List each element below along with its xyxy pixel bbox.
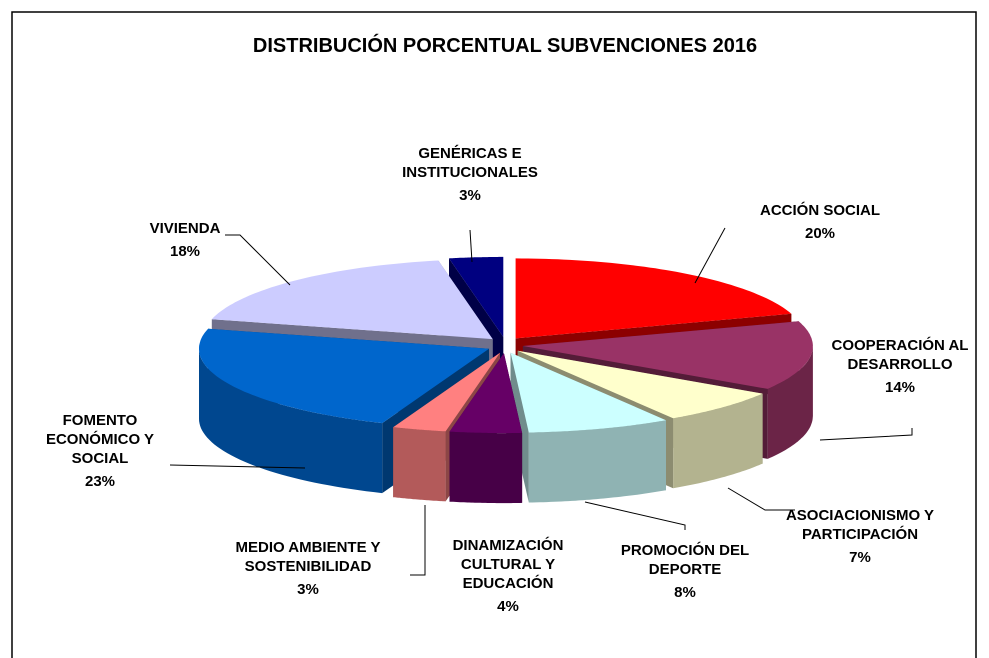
slice-wall xyxy=(393,427,446,502)
data-label: PROMOCIÓN DEL DEPORTE xyxy=(621,541,749,578)
label-line: ACCIÓN SOCIAL xyxy=(760,201,880,219)
label-line: PROMOCIÓN DEL xyxy=(621,541,749,559)
slice-wall xyxy=(673,393,763,489)
slice-top xyxy=(199,328,489,424)
data-label: VIVIENDA xyxy=(150,220,221,237)
leader-line xyxy=(819,428,913,441)
slice-top xyxy=(522,321,813,389)
leader-line xyxy=(410,505,426,576)
label-line: FOMENTO xyxy=(63,412,138,429)
chart-title: DISTRIBUCIÓN PORCENTUAL SUBVENCIONES 201… xyxy=(253,33,757,57)
data-label: DINAMIZACIÓN CULTURAL Y EDUCACIÓN xyxy=(453,536,564,592)
slice-wall xyxy=(199,348,383,494)
value-label: 4% xyxy=(497,598,519,615)
leader-line xyxy=(727,487,795,511)
leader-line xyxy=(469,229,473,263)
slice xyxy=(449,353,523,504)
data-label: ACCIÓN SOCIAL xyxy=(760,201,880,219)
label-line: VIVIENDA xyxy=(150,220,221,237)
data-label: ASOCIACIONISMO Y PARTICIPACIÓN xyxy=(786,507,934,543)
value-label: 3% xyxy=(297,581,319,598)
label-line: DESARROLLO xyxy=(848,356,953,373)
slice-top xyxy=(211,260,493,340)
label-line: CULTURAL Y xyxy=(461,556,555,573)
value-label: 14% xyxy=(885,379,915,396)
slice-top xyxy=(393,352,500,432)
label-line: EDUCACIÓN xyxy=(463,574,554,592)
label-line: SOCIAL xyxy=(72,450,129,467)
value-label: 23% xyxy=(85,473,115,490)
slice-top xyxy=(517,350,763,419)
slice-wall xyxy=(528,420,666,503)
value-label: 8% xyxy=(674,584,696,601)
label-line: DINAMIZACIÓN xyxy=(453,536,564,554)
leader-line xyxy=(584,501,686,530)
chart-border xyxy=(11,11,977,658)
slice-top xyxy=(515,258,792,339)
label-line: GENÉRICAS E xyxy=(418,145,521,162)
value-label: 3% xyxy=(459,187,481,204)
label-line: INSTITUCIONALES xyxy=(402,164,538,181)
slice-top xyxy=(449,256,504,337)
leader-line xyxy=(694,227,726,284)
label-line: ASOCIACIONISMO Y xyxy=(786,507,934,524)
slice-wall xyxy=(449,431,523,504)
value-label: 18% xyxy=(170,243,200,260)
leader-line xyxy=(169,464,306,469)
data-label: GENÉRICAS E INSTITUCIONALES xyxy=(402,145,538,181)
slice-wall xyxy=(767,346,813,459)
data-label: MEDIO AMBIENTE Y SOSTENIBILIDAD xyxy=(235,539,380,575)
label-line: SOSTENIBILIDAD xyxy=(245,558,372,575)
label-line: DEPORTE xyxy=(649,561,722,578)
value-label: 7% xyxy=(849,549,871,566)
slice-top xyxy=(449,353,523,434)
label-line: COOPERACIÓN AL xyxy=(832,336,969,354)
leader-line xyxy=(225,234,291,286)
data-label: FOMENTO ECONÓMICO Y SOCIAL xyxy=(46,412,154,467)
label-line: PARTICIPACIÓN xyxy=(802,525,918,543)
value-label: 20% xyxy=(805,225,835,242)
label-line: MEDIO AMBIENTE Y xyxy=(235,539,380,556)
label-line: ECONÓMICO Y xyxy=(46,430,154,448)
data-label: COOPERACIÓN AL DESARROLLO xyxy=(832,336,969,373)
slice xyxy=(510,352,666,503)
slice-top xyxy=(510,352,666,433)
